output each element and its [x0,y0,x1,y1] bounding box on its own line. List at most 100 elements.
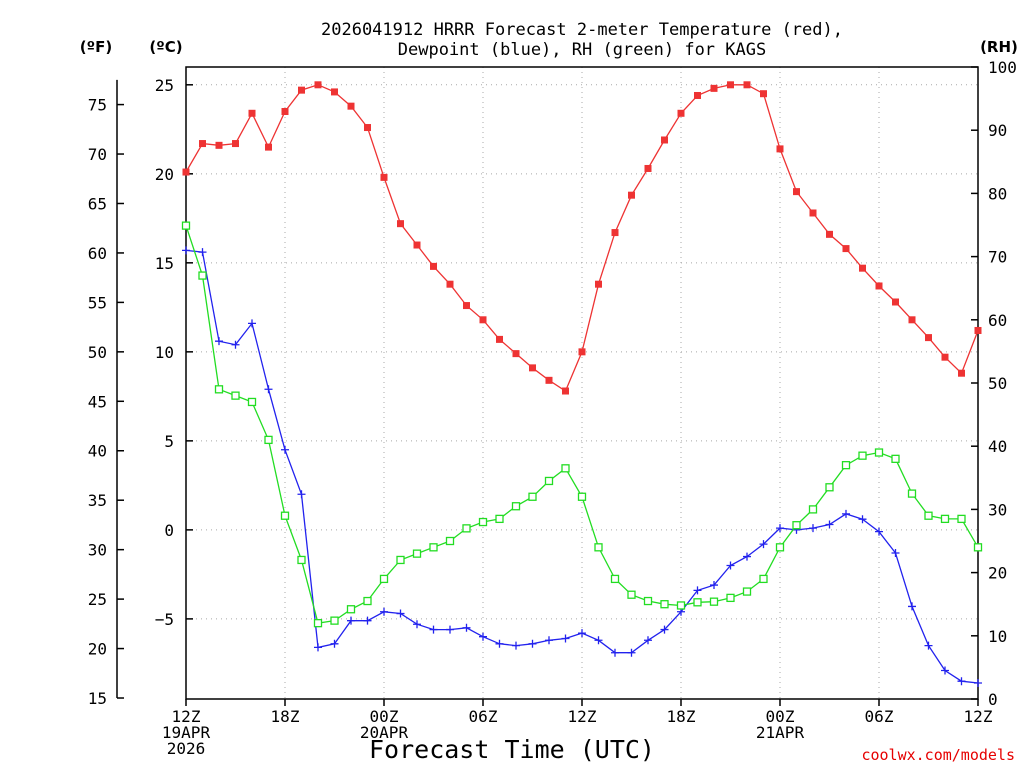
rh-point [759,574,768,584]
dewpoint-point [479,632,487,641]
rh-point [775,543,785,552]
rh-tick-label: 50 [988,374,1007,393]
celsius-axis-label: (ºC) [149,38,182,56]
rh-point [280,511,290,520]
rh-point [940,514,950,524]
dewpoint-point [660,625,669,634]
temperature-point [892,298,899,306]
temperature-point [314,81,322,89]
rh-point [825,483,834,492]
dewpoint-point [248,319,256,328]
dewpoint-point [842,509,850,518]
rh-point [247,397,257,407]
dewpoint-point [545,636,553,645]
temperature-point [611,229,619,237]
dewpoint-point [495,639,504,648]
dewpoint-point [974,678,982,687]
temperature-point [776,145,784,153]
temperature-point [298,86,305,94]
rh-tick-label: 30 [988,500,1007,519]
temperature-point [875,282,883,290]
credit-text: coolwx.com/models [861,746,1015,764]
dewpoint-point [446,625,454,634]
time-tick-label: 12Z [568,707,597,726]
temperature-point [677,109,685,117]
temperature-point [413,241,421,249]
dewpoint-point [644,636,652,645]
rh-point [577,492,587,501]
dewpoint-point [528,639,537,648]
rh-point [792,521,801,530]
rh-tick-label: 20 [988,564,1007,583]
temperature-point [463,302,470,310]
temperature-point [809,209,817,217]
time-tick-label: 12Z [172,707,201,726]
dewpoint-point [776,524,784,533]
rh-point [181,221,191,230]
dewpoint-point [215,337,223,346]
rh-tick-label: 80 [988,184,1007,203]
celsius-tick-label: 25 [155,76,174,95]
rh-point [528,492,537,501]
rh-point [462,524,471,533]
rh-point [379,574,389,584]
rh-point [858,451,867,460]
dewpoint-point [924,641,933,650]
temperature-point [826,230,833,238]
temperature-point [479,316,487,324]
fahrenheit-tick-label: 25 [88,590,107,609]
dewpoint-point [297,490,306,499]
dewpoint-point [561,634,570,643]
rh-point [313,619,323,628]
time-tick-label: 21APR [756,723,805,742]
dewpoint-point [891,549,900,558]
dewpoint-point [380,607,388,616]
fahrenheit-tick-label: 55 [88,293,107,312]
dewpoint-point [908,602,916,611]
rh-tick-label: 100 [988,58,1017,77]
rh-point [627,590,636,599]
temperature-point [545,376,553,384]
plot-frame [185,66,979,700]
fahrenheit-tick-label: 35 [88,491,107,510]
time-tick-label: 00Z [370,707,399,726]
x-axis-label: Forecast Time (UTC) [369,735,655,764]
rh-point [429,543,438,552]
dewpoint-point [512,641,520,650]
chart-title-line-2: Dewpoint (blue), RH (green) for KAGS [398,40,766,60]
dewpoint-point [875,527,883,536]
temperature-point [430,262,437,270]
temperature-point [446,280,454,288]
dewpoint-point [957,677,966,686]
fahrenheit-tick-label: 75 [88,96,107,115]
time-tick-label: 2026 [167,739,206,758]
temperature-point [958,369,965,377]
series-dewpoint [182,246,982,687]
dewpoint-point [743,552,751,561]
dewpoint-line [185,249,979,684]
temperature-point [281,108,289,116]
dewpoint-point [941,666,949,675]
rh-point [214,385,224,394]
temperature-point [199,140,206,148]
fahrenheit-tick-label: 15 [88,689,107,708]
temperature-point [727,81,734,89]
rh-point [412,549,422,558]
rh-point [957,514,966,524]
temperature-point [397,220,404,228]
temperature-point [578,348,586,356]
rh-point [561,464,570,473]
rh-point [198,271,207,280]
temperature-point [644,164,652,172]
temperature-point [793,188,800,196]
dewpoint-point [759,540,768,549]
time-tick-label: 18Z [667,707,696,726]
dewpoint-point [330,639,339,648]
temperature-point [859,264,866,272]
temperature-point [512,350,520,358]
temperature-point [265,143,272,151]
fahrenheit-tick-label: 70 [88,145,107,164]
temperature-point [496,335,503,343]
